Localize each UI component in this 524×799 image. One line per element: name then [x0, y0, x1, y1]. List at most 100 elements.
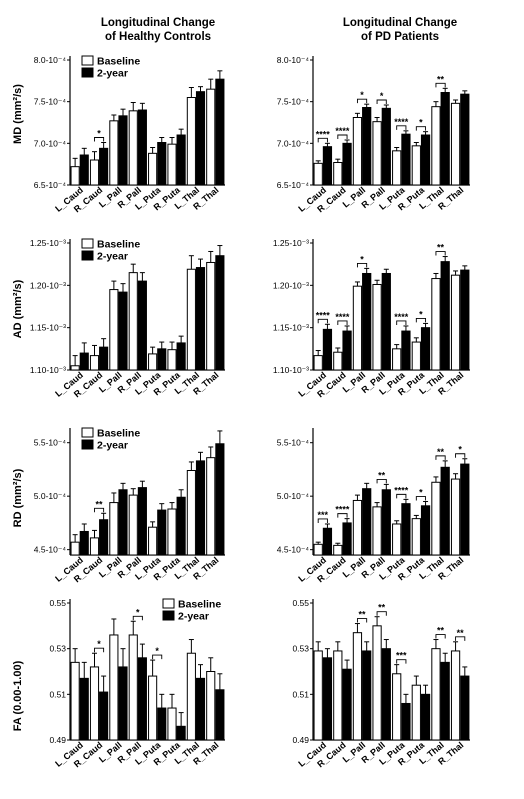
panel-2-bar-baseline — [128, 272, 138, 371]
panel-0-bar-baseline — [89, 159, 100, 186]
panel-6-bar-baseline — [89, 666, 100, 741]
panel-5-significance-label: ** — [437, 447, 445, 457]
panel-5-bar-baseline — [450, 478, 461, 556]
panel-2-y-tick-label: 1.10-10⁻³ — [30, 365, 66, 375]
panel-3-bar-2year — [420, 327, 431, 371]
panel-4-bar-2year — [176, 496, 186, 556]
panel-6-bar-2year — [195, 677, 206, 741]
panel-3-significance-bracket — [356, 262, 368, 268]
panel-5-significance-bracket — [376, 478, 387, 484]
panel-5-significance-label: * — [419, 488, 423, 498]
panel-3-bar-2year — [362, 272, 372, 371]
panel-4-bar-baseline — [186, 470, 196, 556]
panel-0-significance-label: * — [97, 129, 101, 139]
panel-5-significance-label: ** — [378, 470, 386, 480]
panel-2-bar-2year — [176, 342, 186, 371]
panel-6-significance-bracket — [132, 615, 143, 621]
panel-3-bar-baseline — [450, 274, 461, 371]
panel-6-y-tick-label: 0.49 — [49, 735, 66, 745]
panel-7-significance-label: ** — [378, 603, 386, 613]
panel-0-y-tick-label: 7.0-10⁻⁴ — [34, 138, 67, 148]
panel-3-y-tick-label: 1.20-10⁻³ — [273, 280, 309, 290]
panel-6-bar-2year — [157, 707, 167, 741]
panel-5-significance-bracket — [435, 455, 446, 460]
panel-6-significance-bracket — [152, 654, 163, 660]
panel-7-bar-baseline — [392, 673, 402, 741]
panel-3-significance-bracket — [396, 320, 407, 325]
panel-2-legend-label: Baseline — [97, 239, 140, 251]
panel-4-significance-label: ** — [96, 499, 104, 509]
panel-6-bar-baseline — [148, 675, 158, 741]
panel-4-significance-bracket — [94, 507, 105, 513]
panel-4-bar-baseline — [206, 457, 216, 556]
panel-6-bar-baseline — [186, 652, 196, 741]
panel-7-bar-2year — [420, 693, 431, 741]
panel-4-y-tick-label: 5.0-10⁻⁴ — [34, 491, 67, 501]
panel-4-bar-baseline — [109, 502, 119, 556]
panel-5-bar-baseline — [392, 523, 402, 556]
panel-2-y-tick-label: 1.20-10⁻³ — [30, 280, 66, 290]
panel-7-bar-2year — [401, 702, 411, 741]
panel-7-bar-2year — [342, 668, 352, 741]
panel-4-legend-label: 2-year — [97, 440, 128, 452]
panel-6-bar-2year — [118, 666, 128, 741]
panel-1-significance-label: * — [380, 91, 384, 101]
panel-6-y-tick-label: 0.51 — [49, 689, 66, 699]
panel-5-significance-bracket — [415, 496, 427, 501]
panel-5-significance-bracket — [396, 493, 407, 499]
panel-5-significance-label: **** — [335, 505, 350, 515]
panel-0-significance-bracket — [94, 137, 105, 142]
panel-1-bar-baseline — [333, 162, 343, 186]
panel-4-bar-2year — [137, 487, 147, 556]
panel-1-bar-2year — [460, 93, 470, 186]
panel-4-legend-swatch-2year — [81, 439, 94, 450]
panel-7-bar-2year — [322, 657, 333, 741]
panel-5-bar-2year — [440, 466, 450, 556]
panel-2-bar-2year — [195, 267, 206, 371]
panel-5-significance-label: *** — [318, 510, 329, 520]
panel-5-significance-bracket — [337, 513, 348, 518]
panel-5-bar-baseline — [333, 544, 343, 556]
panel-1-bar-2year — [401, 133, 411, 186]
column-title-patients-line2: of PD Patients — [361, 31, 439, 43]
panel-5-bar-2year — [342, 522, 352, 556]
panel-5-bar-baseline — [431, 481, 441, 556]
panel-3-y-tick-label: 1.25-10⁻³ — [273, 238, 309, 248]
panel-7-bar-2year — [381, 648, 391, 741]
panel-4-y-tick-label: 4.5-10⁻⁴ — [34, 545, 67, 555]
panel-3-y-tick-label: 1.15-10⁻³ — [273, 323, 309, 333]
panel-4-bar-baseline — [148, 526, 158, 556]
panel-1-significance-label: * — [419, 118, 423, 128]
panel-7-bar-2year — [362, 650, 372, 741]
panel-5-bar-2year — [362, 488, 372, 556]
panel-7-significance-label: *** — [396, 651, 407, 661]
panel-0-bar-2year — [137, 109, 147, 186]
panel-1-bar-baseline — [313, 162, 323, 186]
panel-3-bar-2year — [401, 330, 411, 371]
panel-0-legend-swatch-baseline — [81, 55, 94, 66]
panel-0-bar-2year — [215, 78, 225, 186]
panel-1-significance-bracket — [415, 126, 427, 131]
panel-7-bar-baseline — [431, 648, 441, 741]
panel-2-bar-baseline — [89, 355, 100, 371]
panel-4-bar-2year — [99, 519, 109, 556]
panel-1-significance-bracket — [435, 82, 446, 88]
panel-3-bar-baseline — [352, 285, 363, 371]
panel-3-bar-baseline — [333, 351, 343, 371]
panel-1-bar-baseline — [392, 150, 402, 186]
panel-1-bar-2year — [420, 134, 431, 186]
panel-0-bar-2year — [99, 147, 109, 186]
panel-6-legend-swatch-baseline — [162, 598, 175, 609]
panel-3-bar-2year — [381, 272, 391, 371]
panel-7-bar-baseline — [313, 650, 323, 741]
panel-3-y-tick-label: 1.10-10⁻³ — [273, 365, 309, 375]
panel-5-bar-2year — [381, 489, 391, 556]
panel-7-significance-label: ** — [437, 626, 445, 636]
panel-6-significance-label: * — [97, 639, 101, 649]
panel-4-legend-swatch-baseline — [81, 427, 94, 438]
panel-7-bar-2year — [440, 661, 450, 741]
panel-4-bar-baseline — [70, 541, 80, 556]
panel-6-legend-label: Baseline — [178, 599, 221, 611]
column-title-controls-line1: Longitudinal Change — [100, 17, 216, 29]
panel-0-bar-2year — [195, 91, 206, 186]
